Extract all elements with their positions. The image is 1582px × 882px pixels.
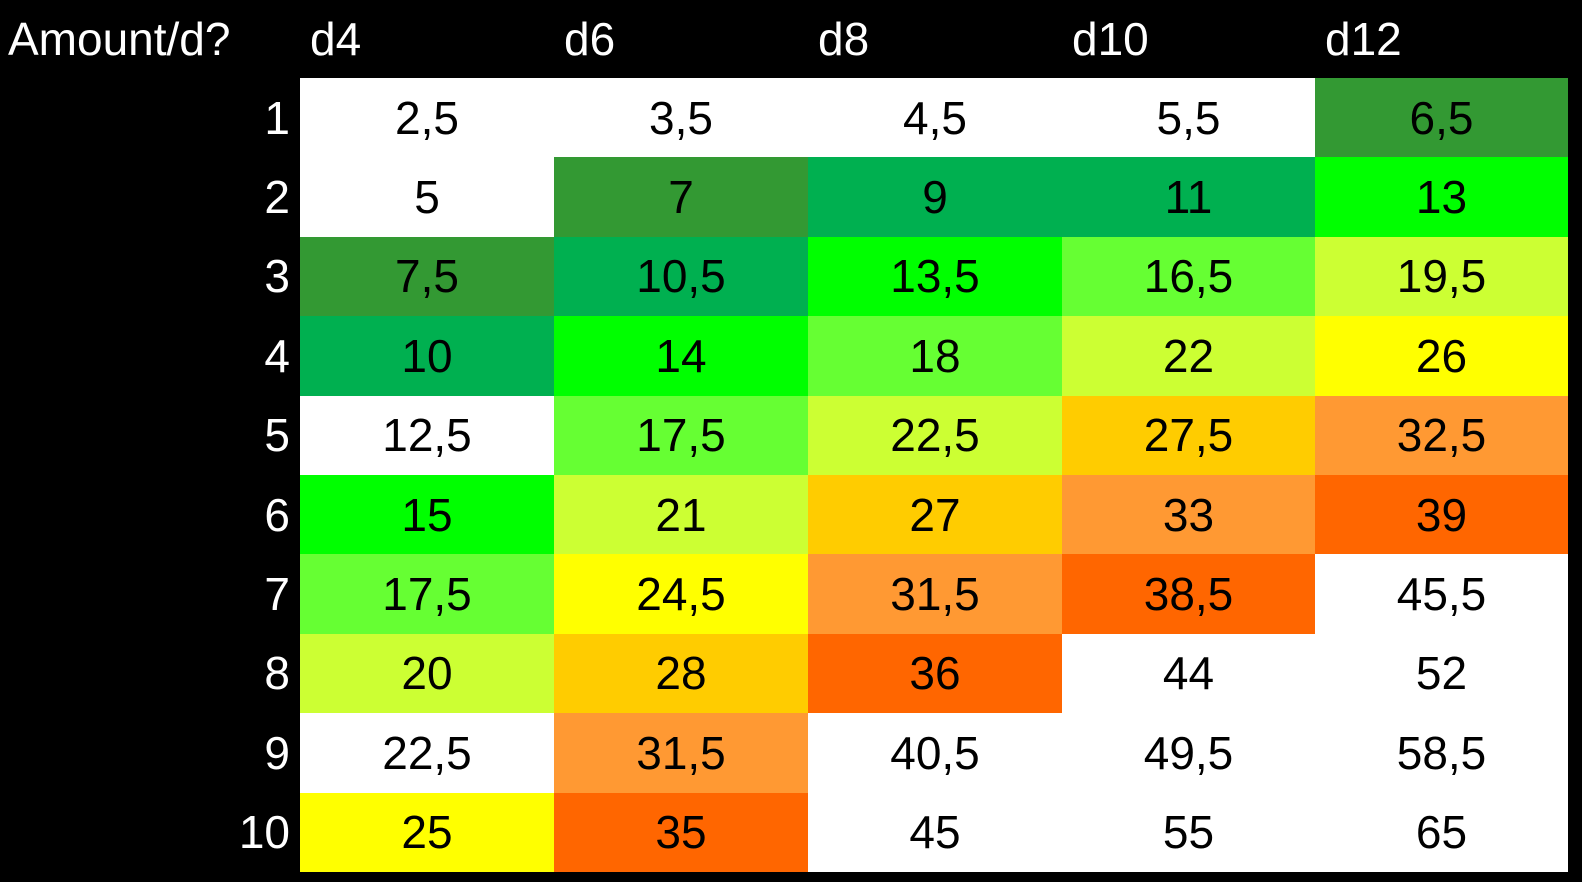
table-cell: 28	[554, 633, 808, 714]
table-cell: 7	[554, 157, 808, 237]
table-cell: 65	[1315, 792, 1568, 872]
column-header: d10	[1072, 13, 1149, 65]
table-cell: 45,5	[1315, 554, 1568, 634]
table-cell: 58,5	[1315, 713, 1568, 793]
table-cell: 9	[808, 157, 1062, 237]
table-cell: 27,5	[1062, 395, 1315, 475]
table-cell: 31,5	[554, 713, 808, 793]
table-cell: 22,5	[808, 395, 1062, 475]
column-header: d4	[310, 13, 362, 65]
table-cell: 12,5	[300, 395, 554, 475]
row-label: 9	[264, 726, 290, 779]
table-cell: 13,5	[808, 236, 1062, 317]
table-cell: 15	[300, 475, 554, 555]
table-cell: 13	[1315, 157, 1568, 237]
table-cell: 27	[808, 475, 1062, 555]
table-cell: 36	[808, 633, 1062, 714]
column-header: d6	[564, 13, 616, 65]
table-cell: 5	[300, 157, 554, 237]
table-cell: 44	[1062, 633, 1315, 714]
table-cell: 14	[554, 316, 808, 396]
table-cell: 45	[808, 792, 1062, 872]
table-cell: 2,5	[300, 78, 554, 158]
row-label: 2	[264, 171, 290, 224]
table-cell: 24,5	[554, 554, 808, 634]
row-label: 10	[238, 806, 290, 859]
column-header: d8	[818, 13, 870, 65]
table-cell: 31,5	[808, 554, 1062, 634]
row-label: 6	[264, 488, 290, 541]
table-cell: 7,5	[300, 236, 554, 317]
table-cell: 3,5	[554, 78, 808, 158]
table-cell: 6,5	[1315, 78, 1568, 158]
table-cell: 26	[1315, 316, 1568, 396]
table-cell: 38,5	[1062, 554, 1315, 634]
table-cell: 18	[808, 316, 1062, 396]
table-cell: 17,5	[300, 554, 554, 634]
row-label: 4	[264, 329, 290, 382]
table-cell: 25	[300, 792, 554, 872]
table-cell: 10,5	[554, 236, 808, 317]
column-header: d12	[1325, 13, 1402, 65]
table-cell: 4,5	[808, 78, 1062, 158]
table-cell: 19,5	[1315, 236, 1568, 317]
table-cell: 22,5	[300, 713, 554, 793]
table-cell: 20	[300, 633, 554, 714]
row-label: 7	[264, 568, 290, 621]
table-cell: 21	[554, 475, 808, 555]
row-label: 8	[264, 647, 290, 700]
table-cell: 10	[300, 316, 554, 396]
table-cell: 11	[1062, 157, 1315, 237]
table-cell: 22	[1062, 316, 1315, 396]
row-label: 3	[264, 250, 290, 303]
table-cell: 39	[1315, 475, 1568, 555]
table-cell: 16,5	[1062, 236, 1315, 317]
table-cell: 49,5	[1062, 713, 1315, 793]
table-cell: 40,5	[808, 713, 1062, 793]
table-cell: 32,5	[1315, 395, 1568, 475]
row-label: 1	[264, 91, 290, 144]
row-label: 5	[264, 409, 290, 462]
table-cell: 33	[1062, 475, 1315, 555]
table-cell: 17,5	[554, 395, 808, 475]
table-cell: 5,5	[1062, 78, 1315, 158]
table-cell: 35	[554, 792, 808, 872]
table-cell: 52	[1315, 633, 1568, 714]
column-header: Amount/d?	[8, 13, 231, 65]
table-cell: 55	[1062, 792, 1315, 872]
